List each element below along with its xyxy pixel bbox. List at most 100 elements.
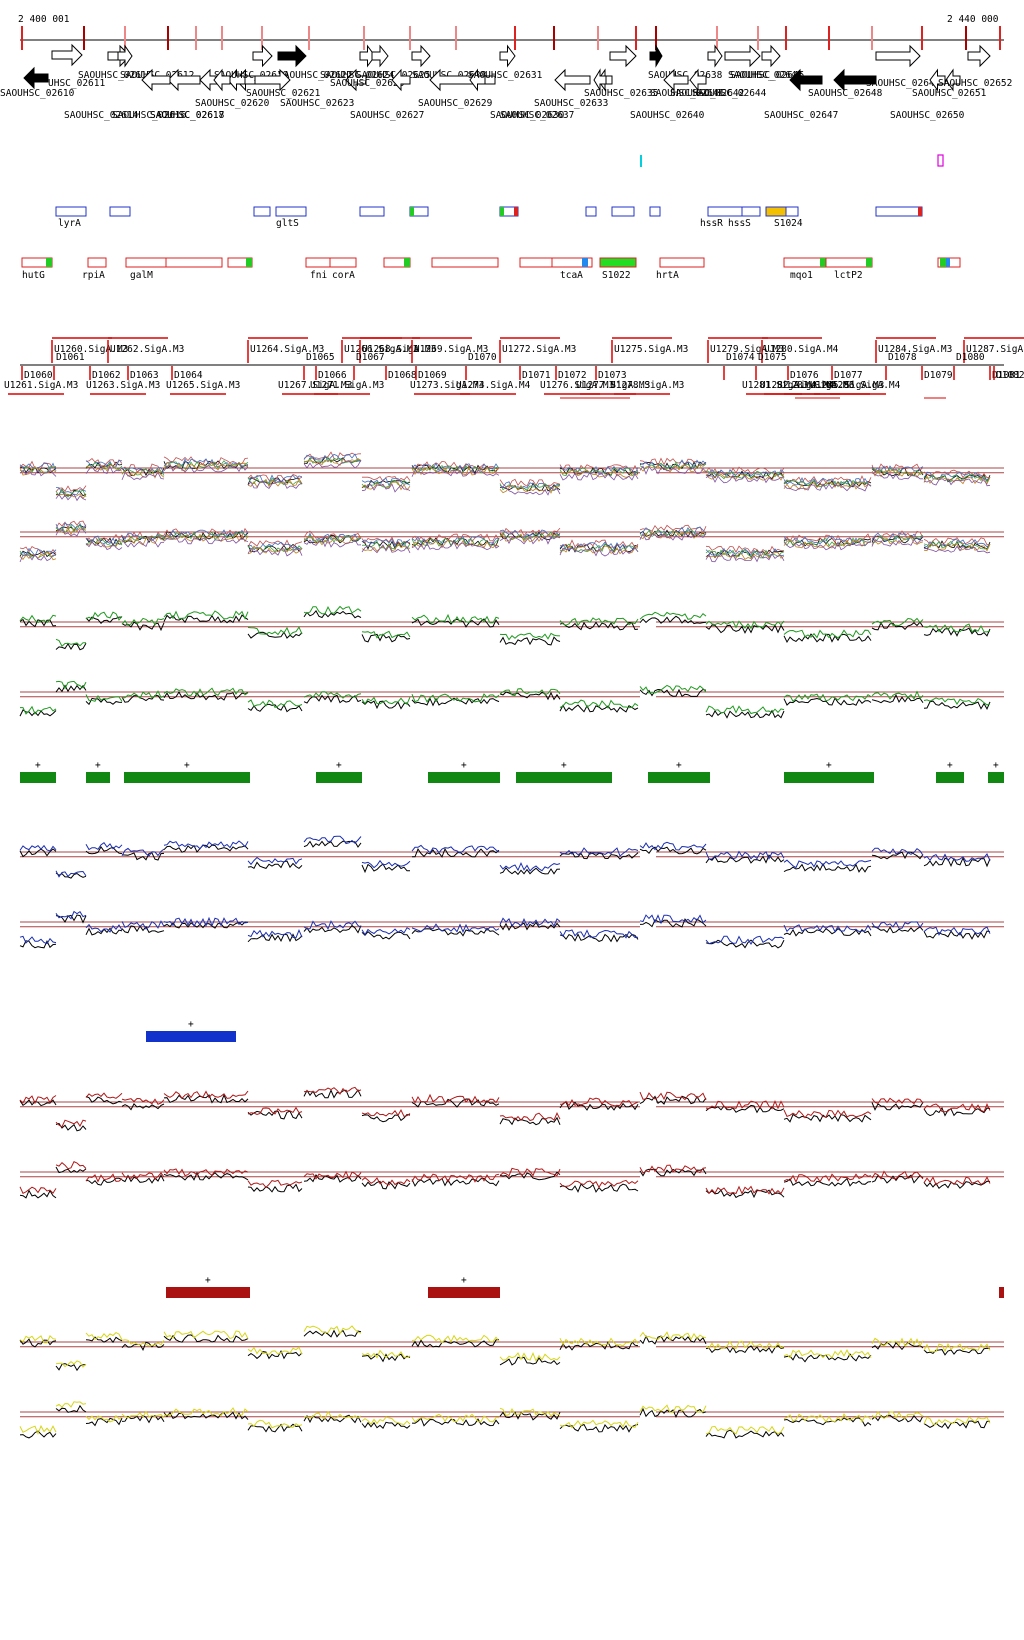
region-marker: + bbox=[184, 760, 190, 771]
blue-regions: + bbox=[146, 1019, 236, 1042]
gene-label: SAOUHSC_02631 bbox=[468, 70, 543, 81]
signal-series bbox=[19, 1325, 991, 1368]
lower-segment-label: U1281.SigA.M4 bbox=[742, 380, 817, 391]
gene-arrow bbox=[833, 68, 877, 92]
lower-segment-label: U1282.SigA.M4 bbox=[760, 380, 835, 391]
lower-segment-label: U1285.SigA.M3 bbox=[810, 380, 884, 391]
minus-feature-label: galM bbox=[130, 270, 153, 281]
gene-arrow bbox=[254, 68, 291, 92]
region-marker: + bbox=[336, 760, 342, 771]
signal-tracks bbox=[19, 451, 1004, 1439]
gene-label: SAOUHSC_02652 bbox=[938, 78, 1012, 89]
region-bar bbox=[316, 772, 362, 783]
gene-arrow bbox=[707, 44, 723, 68]
signal-series bbox=[19, 914, 991, 949]
gene-label: SAOUHSC_02621 bbox=[246, 88, 321, 99]
gene-arrow bbox=[345, 68, 367, 92]
region-bar bbox=[648, 772, 710, 783]
region-bar bbox=[936, 772, 964, 783]
upper-segment-label: U1268.SigA.M3 bbox=[362, 344, 436, 355]
minus-feature-label: hutG bbox=[22, 270, 45, 281]
signal-series bbox=[19, 1088, 991, 1132]
gene-arrow bbox=[141, 68, 171, 92]
region-marker: + bbox=[826, 760, 832, 771]
downstream-segment-label: D1077 bbox=[834, 370, 863, 381]
gene-label: SAOUHSC_02651 bbox=[912, 88, 987, 99]
signal-series bbox=[19, 1404, 991, 1439]
blue-track-upper bbox=[19, 835, 1004, 879]
gene-label: SAOUHSC_02630 bbox=[490, 110, 565, 121]
gene-label: SAOUHSC_02648 bbox=[808, 88, 883, 99]
lower-segment-label: U1273.SigA.M3 bbox=[410, 380, 484, 391]
plus-feature bbox=[707, 206, 743, 217]
region-marker: + bbox=[188, 1019, 194, 1030]
plus-feature bbox=[585, 206, 597, 217]
red-track-upper bbox=[19, 1086, 1004, 1132]
downstream-segment-label: D1076 bbox=[790, 370, 819, 381]
signal-series bbox=[19, 840, 991, 879]
gene-label: SAOUHSC_02650 bbox=[890, 110, 965, 121]
downstream-segment-label: D1060 bbox=[24, 370, 53, 381]
downstream-segment-label: D1072 bbox=[558, 370, 587, 381]
gene-arrow bbox=[609, 44, 637, 68]
region-marker: + bbox=[947, 760, 953, 771]
lower-segment-label: U1274.SigA.M4 bbox=[456, 380, 531, 391]
gene-arrow bbox=[469, 68, 486, 92]
gene-label: SAOUHSC_02643 bbox=[728, 70, 802, 81]
signal-series bbox=[19, 456, 991, 498]
plus-strand-features: lyrA gltS hssR hssS S1024 bbox=[55, 206, 923, 229]
lower-segment-label: U1271.SigA.M3 bbox=[310, 380, 384, 391]
plus-feature bbox=[875, 206, 923, 217]
lower-segment-label: U1263.SigA.M3 bbox=[86, 380, 160, 391]
downstream-segment-label: D1069 bbox=[418, 370, 447, 381]
downstream-segment-label: D1081 bbox=[992, 370, 1021, 381]
feature-marker bbox=[918, 207, 922, 216]
region-bar bbox=[146, 1031, 236, 1042]
yellow-track-upper bbox=[19, 1325, 1004, 1372]
gene-arrow bbox=[23, 66, 49, 90]
minus-feature bbox=[329, 257, 357, 268]
upper-segment-label: U1275.SigA.M3 bbox=[614, 344, 688, 355]
lower-segment-label: U1277.SigA.M3 bbox=[576, 380, 650, 391]
gene-label: SAOUHSC_02622 bbox=[278, 70, 352, 81]
region-bar bbox=[516, 772, 612, 783]
gene-arrow bbox=[213, 68, 231, 92]
region-bar bbox=[124, 772, 250, 783]
minus-feature bbox=[165, 257, 223, 268]
downstream-segment-label: D1065 bbox=[306, 352, 335, 363]
upper-segment-label: U1264.SigA.M3 bbox=[250, 344, 324, 355]
region-marker: + bbox=[561, 760, 567, 771]
gene-label: SAOUHSC_02619 bbox=[214, 70, 289, 81]
lower-segment-label: U1276.SigA.M3 bbox=[540, 380, 614, 391]
gene-arrow bbox=[411, 44, 431, 68]
feature-marker bbox=[514, 207, 518, 216]
plus-feature-label: gltS bbox=[276, 218, 299, 229]
gene-arrow bbox=[724, 44, 761, 68]
gene-label: SAOUHSC_02616 bbox=[112, 110, 187, 121]
gene-label: SAOUHSC_02640 bbox=[630, 110, 705, 121]
downstream-segment-label: D1062 bbox=[92, 370, 121, 381]
gene-label: SAOUHSC_02614 bbox=[64, 110, 139, 121]
expression-profile-lower bbox=[19, 520, 1004, 563]
signal-series bbox=[19, 1329, 991, 1372]
plus-feature bbox=[275, 206, 307, 217]
gene-label: SAOUHSC_02625 bbox=[356, 70, 430, 81]
gene-arrow bbox=[945, 68, 961, 92]
minus-feature-label: fni bbox=[310, 270, 327, 281]
gene-arrow bbox=[663, 68, 689, 92]
gene-label: SAOUHSC_02617 bbox=[150, 110, 224, 121]
minus-feature bbox=[431, 257, 499, 268]
feature-marker bbox=[500, 207, 504, 216]
plus-feature-label: lyrA bbox=[58, 218, 81, 229]
downstream-segment-label: D1068 bbox=[388, 370, 417, 381]
feature-marker bbox=[940, 258, 946, 267]
signal-series bbox=[19, 910, 991, 945]
gene-label: SAOUHSC_02623 bbox=[280, 98, 354, 109]
end-coordinate: 2 440 000 bbox=[947, 14, 999, 25]
gene-label: SAOUHSC_02624 bbox=[320, 70, 395, 81]
downstream-segment-label: D1061 bbox=[56, 352, 85, 363]
upper-segment-label: U1287.SigA.M3 bbox=[966, 344, 1024, 355]
plus-feature bbox=[55, 206, 87, 217]
signal-series bbox=[20, 680, 991, 715]
